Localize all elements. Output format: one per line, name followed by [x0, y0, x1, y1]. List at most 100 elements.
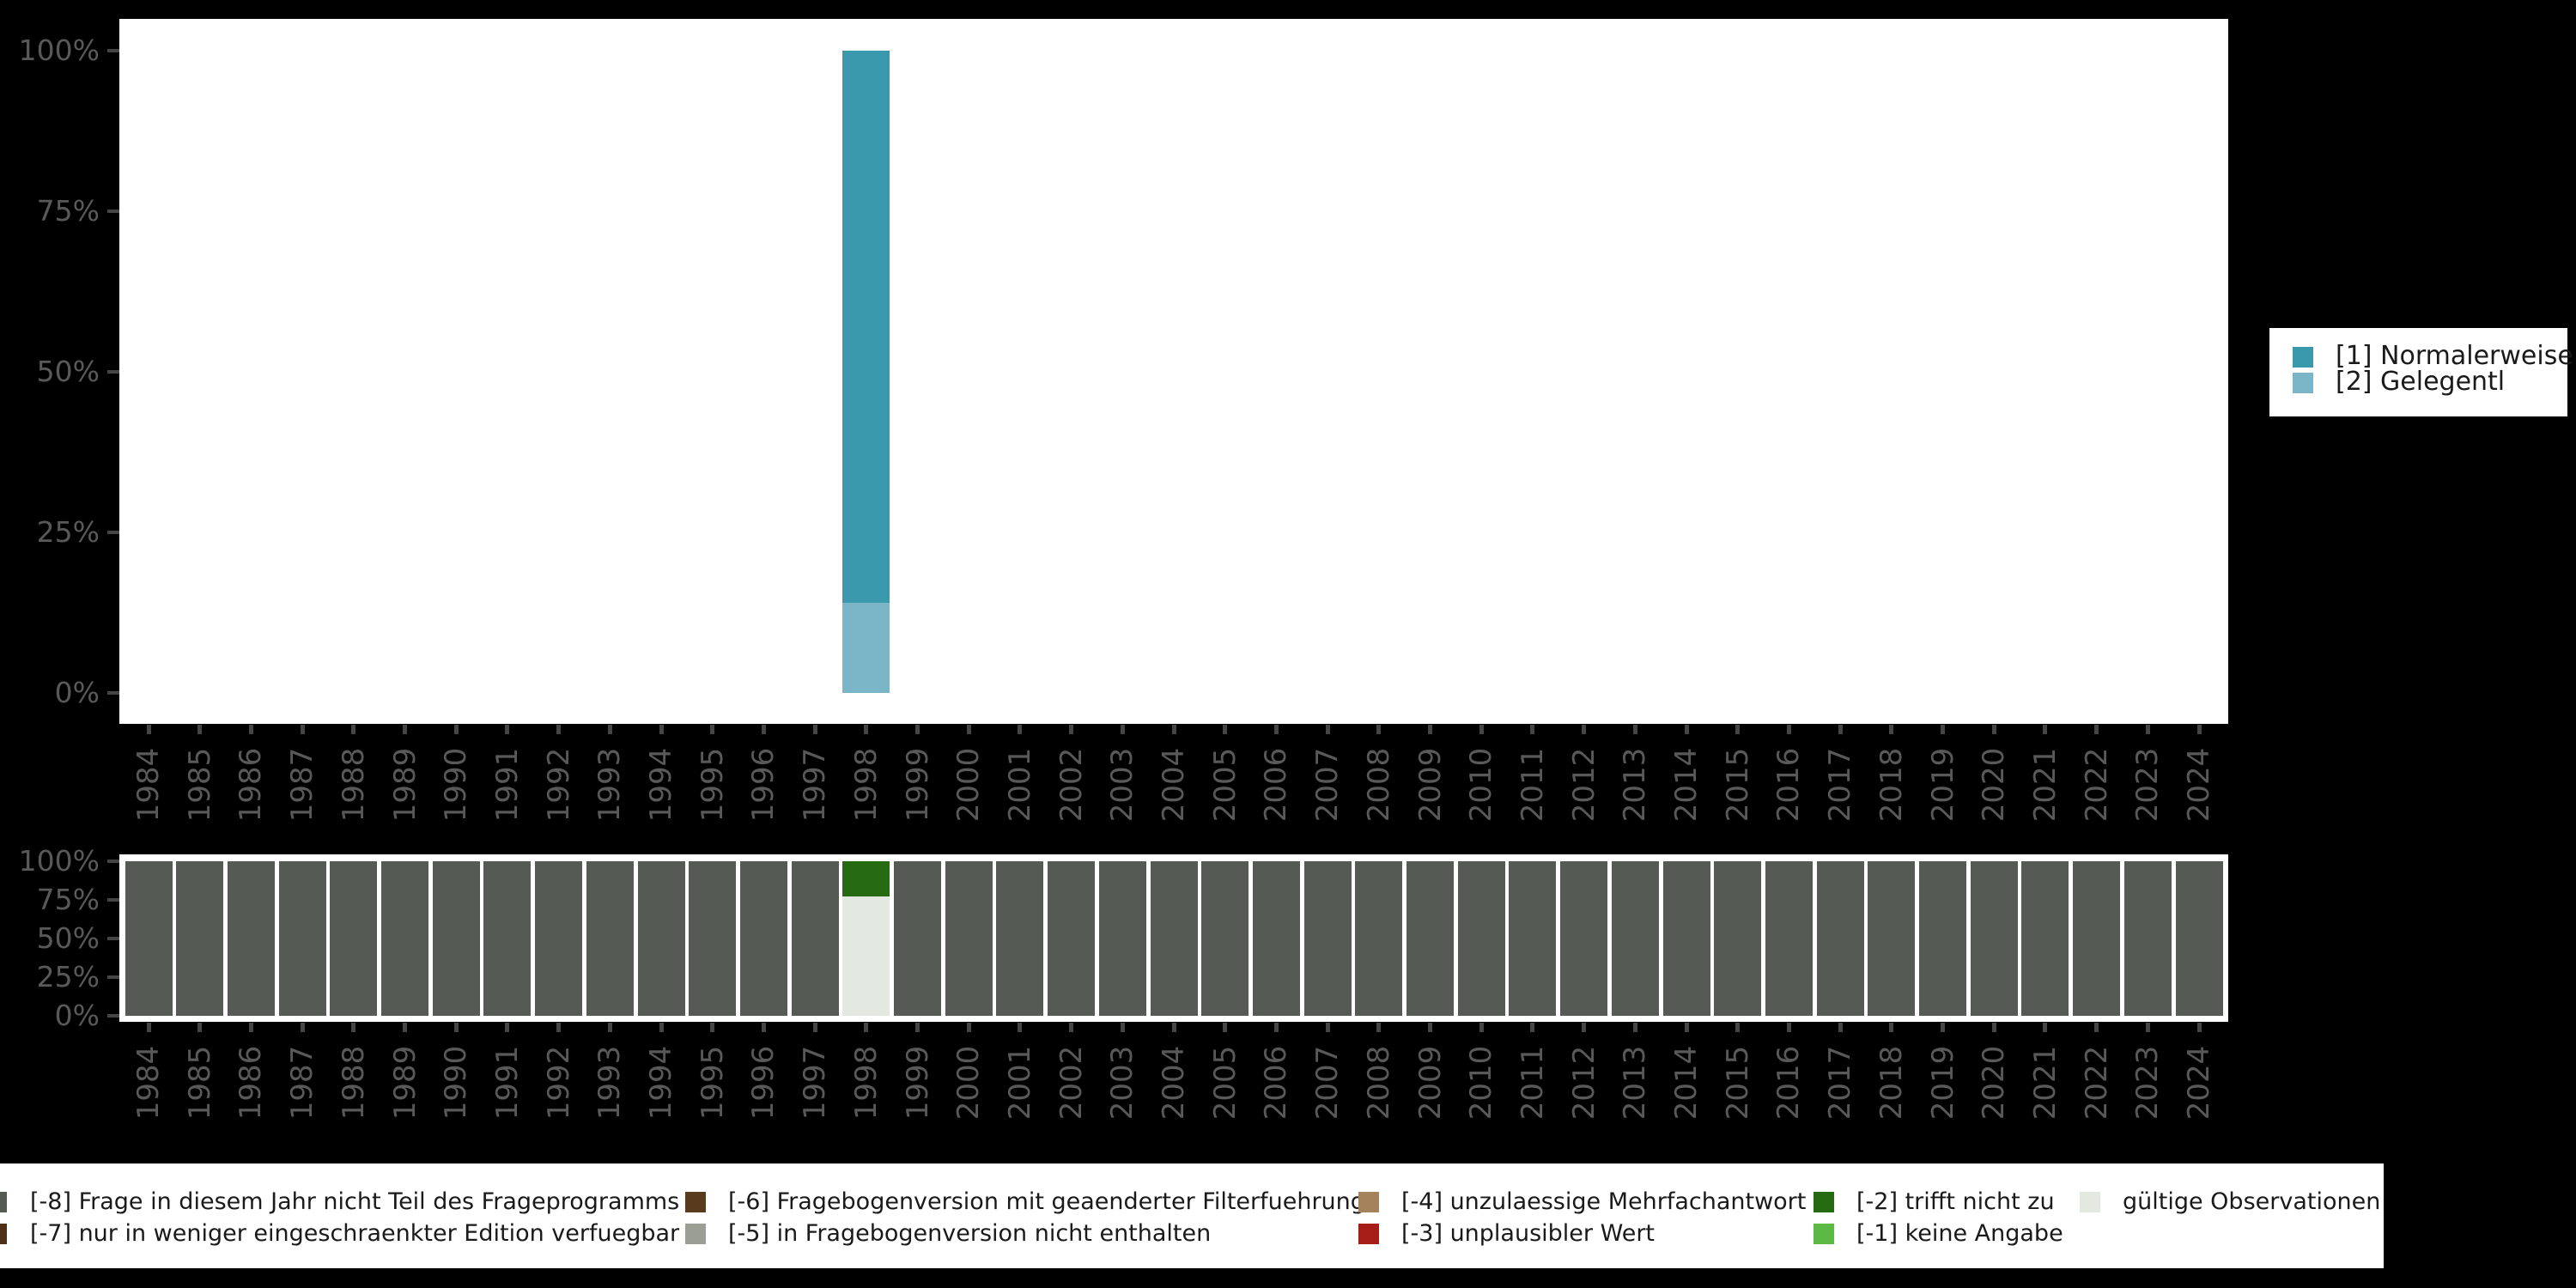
x-axis-tick	[300, 1023, 305, 1032]
bar-segment-1998	[842, 51, 890, 604]
missing-legend-swatch	[1814, 1192, 1834, 1212]
missing-legend-swatch	[1814, 1224, 1834, 1244]
bar-segment-2002	[1048, 861, 1096, 1016]
legend-swatch-1	[2293, 347, 2313, 368]
x-axis-tick	[300, 725, 305, 734]
bar-segment-2018	[1868, 861, 1916, 1016]
bar-segment-2000	[945, 861, 993, 1016]
x-axis-tick	[556, 1023, 562, 1032]
x-axis-tick	[1582, 1023, 1587, 1032]
x-axis-tick	[1120, 725, 1125, 734]
y-axis-tick	[107, 898, 119, 902]
x-axis-tick	[812, 725, 817, 734]
x-axis-tick	[1684, 725, 1689, 734]
bar-segment-1991	[483, 861, 532, 1016]
x-axis-tick	[1530, 725, 1535, 734]
x-axis-tick	[2145, 725, 2150, 734]
bar-segment-1993	[586, 861, 634, 1016]
bar-segment-1986	[227, 861, 275, 1016]
bar-segment-2021	[2021, 861, 2069, 1016]
x-axis-tick	[1941, 725, 1945, 734]
x-axis-tick	[1479, 1023, 1484, 1032]
bar-segment-2019	[1919, 861, 1966, 1016]
missing-legend-swatch	[2080, 1192, 2100, 1212]
y-axis-tick	[107, 860, 119, 863]
x-axis-tick	[1786, 1023, 1791, 1032]
missing-legend-swatch	[1358, 1224, 1379, 1244]
x-axis-tick	[1479, 725, 1484, 734]
missing-legend-label: [-6] Fragebogenversion mit geaenderter F…	[728, 1188, 1365, 1215]
y-axis-tick	[107, 975, 119, 979]
x-axis-tick	[248, 725, 253, 734]
x-axis-tick	[146, 725, 151, 734]
x-axis-tick	[1428, 725, 1432, 734]
x-axis-tick	[915, 725, 920, 734]
x-axis-tick	[505, 725, 510, 734]
x-axis-tick	[1171, 725, 1176, 734]
x-axis-tick	[1018, 1023, 1023, 1032]
missing-legend-swatch	[0, 1224, 7, 1244]
y-axis-tick	[107, 370, 119, 374]
x-axis-tick	[966, 725, 971, 734]
missing-legend-label: [-2] trifft nicht zu	[1856, 1188, 2055, 1215]
bar-segment-2016	[1765, 861, 1813, 1016]
legend-bottom-band: [-8] Frage in diesem Jahr nicht Teil des…	[0, 1163, 2384, 1268]
x-axis-tick	[864, 1023, 869, 1032]
legend-label: [1] Normalerweise	[2336, 341, 2573, 371]
y-axis-label: 75%	[36, 194, 100, 228]
x-axis-year-label: 2024	[2182, 1045, 2216, 1120]
x-axis-tick	[1632, 1023, 1637, 1032]
bar-segment-1988	[330, 861, 378, 1016]
y-axis-tick	[107, 531, 119, 534]
bar-segment-1999	[894, 861, 941, 1016]
x-axis-tick	[1838, 725, 1843, 734]
x-axis-tick	[1171, 1023, 1176, 1032]
x-axis-tick	[2043, 1023, 2048, 1032]
y-axis-tick	[107, 937, 119, 940]
y-axis-label: 100%	[18, 33, 100, 67]
x-axis-tick	[1069, 1023, 1074, 1032]
bar-segment-2022	[2073, 861, 2121, 1016]
missing-legend-label: [-1] keine Angabe	[1856, 1220, 2063, 1247]
x-axis-tick	[1273, 1023, 1279, 1032]
x-axis-tick	[1786, 725, 1791, 734]
missing-legend-swatch	[1358, 1192, 1379, 1212]
bar-segment-1994	[637, 861, 685, 1016]
x-axis-tick	[915, 1023, 920, 1032]
x-axis-tick	[2094, 725, 2099, 734]
bar-segment-1998	[842, 861, 890, 897]
bar-segment-1984	[125, 861, 173, 1016]
y-axis-label: 100%	[18, 844, 100, 878]
y-axis-tick	[107, 49, 119, 52]
bar-segment-2012	[1560, 861, 1608, 1016]
x-axis-tick	[1889, 725, 1894, 734]
x-axis-tick	[505, 1023, 510, 1032]
bar-segment-2015	[1714, 861, 1762, 1016]
legend-swatch-2	[2293, 373, 2313, 393]
bar-segment-1995	[689, 861, 737, 1016]
bar-segment-2024	[2175, 861, 2223, 1016]
bar-segment-2011	[1509, 861, 1557, 1016]
bar-segment-2009	[1406, 861, 1454, 1016]
bar-segment-2014	[1662, 861, 1710, 1016]
bar-segment-1998	[842, 603, 890, 693]
x-axis-tick	[607, 1023, 612, 1032]
x-axis-tick	[761, 1023, 766, 1032]
x-axis-tick	[710, 725, 715, 734]
y-axis-tick	[107, 1014, 119, 1018]
bar-segment-2010	[1457, 861, 1505, 1016]
bar-segment-1990	[432, 861, 480, 1016]
x-axis-tick	[710, 1023, 715, 1032]
x-axis-tick	[1991, 725, 1996, 734]
x-axis-tick	[1325, 725, 1330, 734]
bar-segment-2017	[1816, 861, 1864, 1016]
legend-right-box: [1] Normalerweise [2] Gelegentl	[2269, 328, 2573, 416]
missing-legend-swatch	[0, 1192, 7, 1212]
x-axis-tick	[1530, 1023, 1535, 1032]
bar-segment-2020	[1970, 861, 2018, 1016]
x-axis-tick	[1325, 1023, 1330, 1032]
y-axis-label: 50%	[36, 921, 100, 955]
bar-segment-1997	[791, 861, 839, 1016]
x-axis-tick	[659, 725, 664, 734]
